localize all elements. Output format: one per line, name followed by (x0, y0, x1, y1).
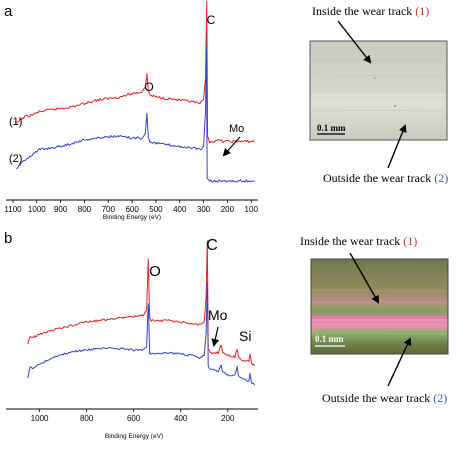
x-tick-label: 800 (80, 414, 94, 423)
series-line-2 (16, 45, 255, 183)
series-1-label: (1) (9, 116, 22, 128)
x-tick-label: 300 (197, 205, 211, 214)
x-tick-label: 200 (221, 205, 235, 214)
x-tick-label: 1000 (31, 414, 49, 423)
scale-bar-label-b: 0.1 mm (315, 334, 344, 344)
chart-a: 1100 1000 900 800 700 600 500 400 300 200 100 Bind… (4, 0, 258, 221)
inside-track-label-a: Inside the wear track (1) (312, 4, 429, 18)
x-tick-label: 400 (173, 205, 187, 214)
outside-arrow-b (387, 337, 412, 387)
peak-mo-label: Mo (229, 123, 244, 135)
chart-b-x-title: Binding Energy (eV) (105, 433, 163, 440)
x-tick-label: 700 (102, 205, 116, 214)
peak-si-label-b: Si (239, 328, 251, 344)
outside-arrow-a (387, 124, 407, 169)
scale-bar-label-a: 0.1 mm (317, 123, 346, 133)
x-tick-label: 400 (174, 414, 188, 423)
x-tick-label: 600 (127, 414, 141, 423)
micrograph-a-streaks (311, 59, 446, 112)
micrograph-b-streaks (311, 289, 448, 335)
chart-b-ticks: 1000 800 600 400 200 (31, 409, 235, 423)
x-tick-label: 1100 (4, 205, 22, 214)
chart-b-series (27, 240, 256, 386)
outside-track-label-b: Outside the wear track (2) (322, 391, 447, 405)
x-tick-label: 1000 (28, 205, 46, 214)
x-tick-label: 600 (125, 205, 139, 214)
x-tick-label: 500 (149, 205, 163, 214)
chart-b: 1000 800 600 400 200 Binding Energy (eV) C O… (6, 237, 258, 440)
micrograph-b (310, 258, 449, 355)
x-tick-label: 100 (245, 205, 259, 214)
photo-a-group: Inside the wear track (1) Outside the we… (309, 4, 448, 185)
inside-arrow-b (349, 252, 379, 304)
inside-track-label-b: Inside the wear track (1) (300, 234, 417, 248)
panel-a-letter: a (4, 3, 13, 20)
x-tick-label: 800 (78, 205, 92, 214)
peak-o-label: O (144, 80, 153, 94)
x-tick-label: 900 (54, 205, 68, 214)
photo-b-group: Inside the wear track (1) Outside the we… (300, 234, 449, 405)
x-tick-label: 200 (221, 414, 235, 423)
chart-a-ticks: 1100 1000 900 800 700 600 500 400 300 200 100 (4, 200, 258, 214)
outside-track-label-a: Outside the wear track (2) (323, 171, 448, 185)
micrograph-a (309, 40, 448, 141)
series-line-1 (16, 0, 256, 144)
series-2-label: (2) (9, 153, 22, 165)
peak-c-label: C (207, 13, 216, 27)
inside-arrow-a (337, 20, 372, 64)
mo-arrow (222, 136, 241, 157)
peak-o-label-b: O (149, 263, 161, 280)
panel-b-letter: b (4, 230, 12, 247)
series-line-1 (27, 240, 256, 366)
peak-c-label-b: C (206, 237, 218, 254)
peak-mo-label-b: Mo (208, 307, 228, 323)
chart-a-series (16, 0, 256, 183)
series-line-2 (27, 282, 256, 386)
mo-arrow-b (211, 326, 220, 347)
chart-a-x-title: Binding Energy (eV) (103, 214, 161, 221)
